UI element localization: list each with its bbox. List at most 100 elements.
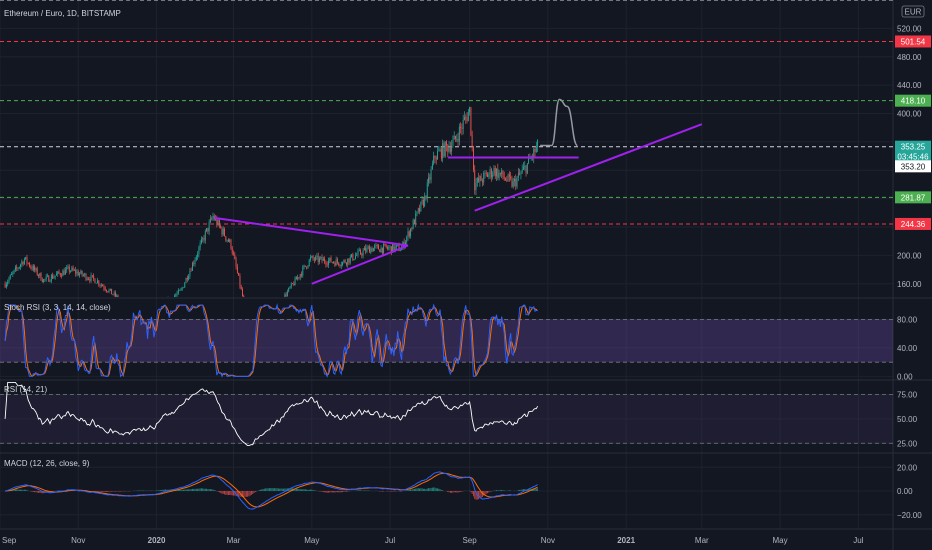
ascending-triangle-support-line[interactable] — [474, 123, 703, 212]
time-axis[interactable]: Sep Nov 2020 Mar May Jul Sep Nov 2021 Mar May Jul — [2, 536, 864, 545]
candle-body — [177, 290, 179, 294]
candle-body — [431, 163, 433, 169]
candle-body — [227, 239, 229, 242]
time-axis-label: Mar — [695, 536, 709, 545]
candle-body — [372, 248, 374, 252]
candle-body — [489, 169, 491, 175]
candle-body — [505, 178, 506, 181]
candle-body — [415, 213, 417, 225]
candle-body — [422, 200, 424, 206]
candle-body — [347, 258, 349, 265]
candle-body — [4, 283, 6, 288]
candle-body — [68, 266, 70, 272]
time-axis-label: Jul — [853, 536, 863, 545]
candle-body — [11, 274, 12, 275]
candle-body — [299, 274, 301, 278]
symmetrical-triangle-lower-line[interactable] — [311, 244, 409, 285]
candle-body — [240, 286, 242, 290]
candle-body — [234, 254, 236, 259]
candle-body — [399, 250, 401, 251]
macd-pane[interactable] — [5, 471, 539, 510]
candle-body — [419, 208, 421, 212]
currency-badge[interactable]: EUR — [901, 5, 925, 18]
candle-body — [243, 296, 245, 297]
symmetrical-triangle-upper-line[interactable] — [214, 216, 409, 247]
candle-body — [190, 270, 192, 272]
candle-body — [226, 239, 228, 241]
candle-body — [104, 288, 106, 290]
candle-body — [293, 283, 295, 286]
time-axis-label: Sep — [462, 536, 477, 545]
candle-body — [16, 267, 18, 269]
candle-body — [40, 273, 42, 281]
candle-body — [91, 275, 93, 276]
candle-body — [375, 245, 377, 246]
candle-body — [444, 141, 446, 157]
candle-body — [435, 157, 437, 160]
price-axis-label: 520.00 — [897, 24, 922, 33]
candle-body — [102, 285, 104, 287]
candle-body — [534, 148, 536, 152]
candle-body — [325, 262, 327, 265]
grid — [0, 0, 893, 529]
candle-body — [73, 269, 75, 271]
candle-body — [440, 148, 442, 159]
price-pane[interactable] — [4, 98, 703, 320]
candle-body — [356, 254, 358, 256]
candle-body — [53, 276, 55, 279]
time-axis-label: May — [304, 536, 319, 545]
candle-body — [39, 273, 41, 276]
time-axis-label: Mar — [227, 536, 241, 545]
time-axis-label: 2020 — [148, 536, 166, 545]
candle-body — [420, 201, 422, 212]
candle-body — [390, 246, 392, 253]
candle-body — [30, 266, 32, 268]
candle-body — [203, 238, 205, 241]
candle-body — [41, 280, 43, 282]
candle-body — [13, 269, 15, 273]
candle-body — [335, 259, 337, 266]
candle-body — [515, 178, 517, 187]
candle-body — [507, 174, 509, 181]
candle-body — [476, 178, 478, 183]
hand-drawn-projection-path[interactable] — [540, 98, 579, 147]
candle-body — [292, 283, 293, 285]
candle-body — [202, 238, 204, 239]
candle-body — [407, 231, 409, 238]
candle-body — [79, 273, 80, 276]
candle-body — [179, 290, 181, 291]
candle-body — [494, 167, 496, 177]
horizontal-levels — [0, 0, 893, 225]
candle-body — [363, 247, 365, 251]
candle-body — [443, 143, 445, 157]
candle-body — [460, 126, 462, 129]
candle-body — [25, 257, 27, 259]
candle-body — [362, 250, 364, 256]
candle-body — [224, 228, 225, 237]
candle-body — [517, 173, 519, 178]
candle-body — [306, 266, 308, 268]
stoch-rsi-pane[interactable] — [0, 303, 893, 378]
drawings[interactable] — [214, 98, 703, 285]
candle-body — [508, 174, 510, 177]
candle-body — [315, 256, 317, 261]
candle-body — [439, 148, 441, 151]
candle-body — [416, 211, 418, 214]
candle-body — [56, 273, 57, 276]
stoch-rsi-k-line — [4, 303, 538, 378]
price-axis[interactable]: 160.00 200.00 400.00 440.00 480.00 520.00 0.00… — [897, 24, 922, 519]
candle-body — [466, 117, 468, 122]
candle-body — [113, 292, 115, 295]
level-tag-label: 244.36 — [901, 220, 926, 229]
candle-body — [514, 178, 515, 182]
rsi-pane[interactable] — [0, 381, 893, 447]
candle-body — [449, 147, 451, 152]
time-axis-label: Sep — [2, 536, 17, 545]
candle-body — [294, 277, 296, 286]
candle-body — [70, 270, 72, 272]
candle-body — [29, 263, 30, 267]
candle-body — [26, 257, 28, 264]
candle-body — [99, 284, 101, 286]
